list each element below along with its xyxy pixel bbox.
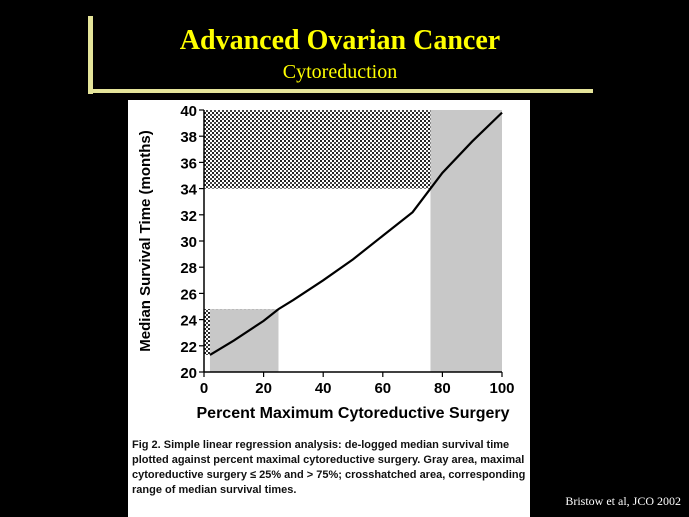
y-axis-label: Median Survival Time (months) [137, 130, 154, 351]
x-tick-label: 20 [255, 380, 272, 397]
x-tick-label: 0 [200, 380, 208, 397]
gray-area-0 [209, 309, 279, 372]
figure-panel: 20 22 24 26 28 30 32 34 36 38 40 0 20 40 60 80 100 Perce… [128, 100, 530, 517]
x-tick-label: 100 [489, 380, 514, 397]
x-tick-label: 40 [315, 380, 332, 397]
figure-caption: Fig 2. Simple linear regression analysis… [132, 439, 526, 496]
y-tick-label: 38 [180, 129, 197, 146]
y-tick-label: 30 [180, 234, 197, 251]
y-tick-label: 20 [180, 365, 197, 382]
x-axis-label: Percent Maximum Cytoreductive Surgery [197, 405, 510, 422]
y-tick-label: 36 [180, 155, 197, 172]
slide-subtitle: Cytoreduction [282, 61, 398, 83]
y-tick-label: 28 [180, 260, 197, 277]
y-tick-label: 32 [180, 208, 197, 225]
y-tick-label: 26 [180, 286, 197, 303]
title-bracket-horizontal [88, 89, 593, 93]
citation-credit: Bristow et al, JCO 2002 [565, 494, 681, 508]
y-tick-label: 34 [180, 182, 197, 199]
title-bracket-vertical [88, 16, 93, 94]
y-tick-label: 40 [180, 103, 197, 120]
regression-line [209, 111, 503, 356]
gray-area-1 [430, 110, 502, 372]
y-tick-label: 24 [180, 313, 197, 330]
slide-title: Advanced Ovarian Cancer [179, 25, 501, 56]
y-tick-label: 22 [180, 339, 197, 356]
x-tick-label: 60 [374, 380, 391, 397]
x-tick-label: 80 [434, 380, 451, 397]
